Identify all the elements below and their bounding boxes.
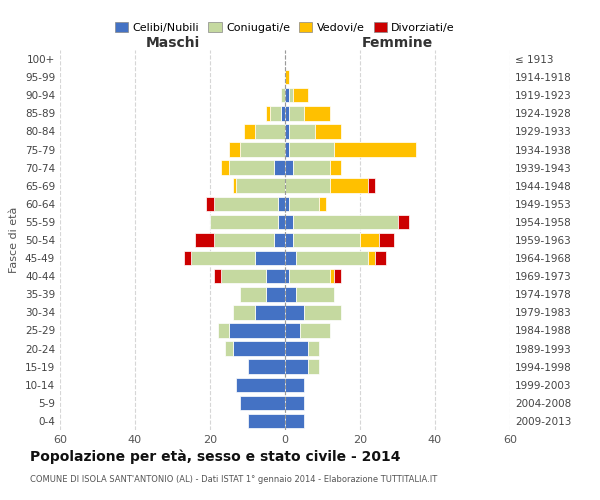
Bar (289, 142, 334, 157)
Bar (285, 160, 293, 175)
Bar (285, 378, 304, 392)
Bar (285, 196, 289, 211)
Bar (285, 323, 300, 338)
Bar (285, 342, 308, 356)
Bar (308, 360, 319, 374)
Bar (296, 251, 367, 266)
Bar (367, 251, 375, 266)
Bar (285, 214, 293, 229)
Bar (233, 342, 285, 356)
Bar (255, 251, 285, 266)
Bar (285, 287, 296, 302)
Bar (221, 160, 229, 175)
Bar (285, 396, 304, 410)
Text: COMUNE DI ISOLA SANT'ANTONIO (AL) - Dati ISTAT 1° gennaio 2014 - Elaborazione TU: COMUNE DI ISOLA SANT'ANTONIO (AL) - Dati… (30, 475, 437, 484)
Bar (379, 233, 394, 247)
Bar (281, 88, 285, 102)
Bar (289, 106, 304, 120)
Bar (285, 360, 308, 374)
Bar (285, 233, 293, 247)
Bar (304, 106, 330, 120)
Bar (330, 178, 367, 193)
Text: Popolazione per età, sesso e stato civile - 2014: Popolazione per età, sesso e stato civil… (30, 450, 401, 464)
Bar (255, 124, 285, 138)
Bar (285, 305, 304, 320)
Bar (285, 251, 296, 266)
Bar (315, 124, 341, 138)
Y-axis label: Fasce di età: Fasce di età (10, 207, 19, 273)
Bar (240, 287, 266, 302)
Bar (248, 360, 285, 374)
Bar (296, 287, 334, 302)
Bar (334, 269, 341, 283)
Bar (308, 342, 319, 356)
Bar (285, 124, 289, 138)
Bar (334, 142, 416, 157)
Bar (214, 269, 221, 283)
Bar (289, 269, 330, 283)
Bar (229, 323, 285, 338)
Bar (191, 251, 255, 266)
Bar (229, 160, 274, 175)
Text: Femmine: Femmine (362, 36, 433, 50)
Bar (274, 233, 285, 247)
Bar (236, 178, 285, 193)
Bar (233, 305, 255, 320)
Bar (304, 305, 341, 320)
Bar (285, 142, 289, 157)
Bar (293, 214, 398, 229)
Bar (285, 70, 289, 84)
Bar (289, 196, 319, 211)
Bar (285, 88, 289, 102)
Bar (236, 378, 285, 392)
Bar (289, 88, 293, 102)
Bar (367, 178, 375, 193)
Bar (240, 396, 285, 410)
Bar (240, 142, 285, 157)
Bar (285, 269, 289, 283)
Bar (398, 214, 409, 229)
Legend: Celibi/Nubili, Coniugati/e, Vedovi/e, Divorziati/e: Celibi/Nubili, Coniugati/e, Vedovi/e, Di… (110, 18, 460, 37)
Bar (233, 178, 236, 193)
Bar (293, 88, 308, 102)
Bar (277, 196, 285, 211)
Bar (248, 414, 285, 428)
Bar (285, 106, 289, 120)
Bar (266, 287, 285, 302)
Bar (330, 160, 341, 175)
Bar (375, 251, 386, 266)
Bar (184, 251, 191, 266)
Bar (293, 233, 360, 247)
Bar (285, 178, 330, 193)
Bar (229, 142, 240, 157)
Bar (206, 196, 214, 211)
Bar (330, 269, 334, 283)
Bar (293, 160, 330, 175)
Bar (244, 124, 255, 138)
Bar (214, 196, 277, 211)
Bar (300, 323, 330, 338)
Bar (266, 106, 270, 120)
Bar (266, 269, 285, 283)
Bar (218, 323, 229, 338)
Bar (319, 196, 326, 211)
Bar (225, 342, 233, 356)
Bar (360, 233, 379, 247)
Bar (277, 214, 285, 229)
Bar (274, 160, 285, 175)
Text: Maschi: Maschi (145, 36, 200, 50)
Bar (289, 124, 315, 138)
Bar (285, 414, 304, 428)
Bar (221, 269, 266, 283)
Bar (255, 305, 285, 320)
Bar (281, 106, 285, 120)
Bar (195, 233, 214, 247)
Bar (270, 106, 281, 120)
Bar (214, 233, 274, 247)
Bar (210, 214, 277, 229)
